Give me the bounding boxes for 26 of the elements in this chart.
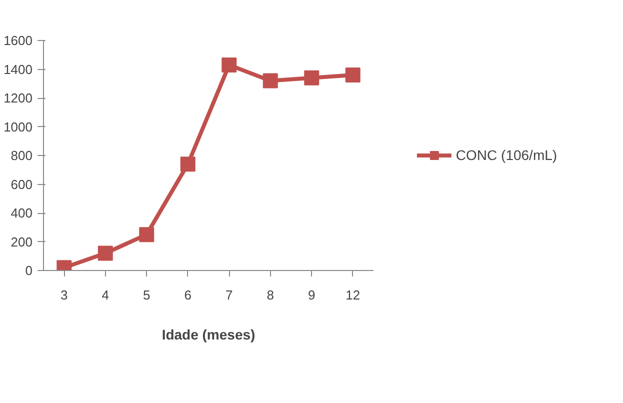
y-tick-label: 600 (10, 176, 33, 192)
y-tick-label: 1400 (4, 62, 32, 77)
point (139, 227, 154, 242)
y-tick-label: 0 (25, 263, 33, 278)
x-axis-title: Idade (meses) (162, 326, 256, 342)
point (304, 70, 320, 86)
point (98, 246, 113, 261)
x-tick-label: 5 (143, 288, 150, 302)
point (180, 156, 196, 172)
y-tick-label: 1200 (4, 90, 32, 106)
y-tick-label: 1600 (4, 33, 32, 48)
x-tick-label: 6 (184, 288, 192, 302)
legend-label: CONC (106/mL) (456, 147, 558, 163)
x-tick-label: 7 (226, 288, 233, 302)
x-tick-label: 9 (308, 288, 316, 302)
x-tick-label: 3 (60, 288, 68, 302)
y-tick-label: 200 (10, 234, 33, 250)
point (222, 57, 237, 72)
point (262, 73, 278, 88)
x-tick-label: 4 (102, 288, 109, 302)
x-tick-label: 12 (346, 288, 360, 302)
y-tick-label: 800 (10, 148, 33, 163)
y-tick-label: 400 (10, 206, 33, 220)
y-tick-label: 1000 (4, 119, 32, 134)
point (345, 68, 360, 82)
x-tick-label: 8 (266, 288, 274, 302)
